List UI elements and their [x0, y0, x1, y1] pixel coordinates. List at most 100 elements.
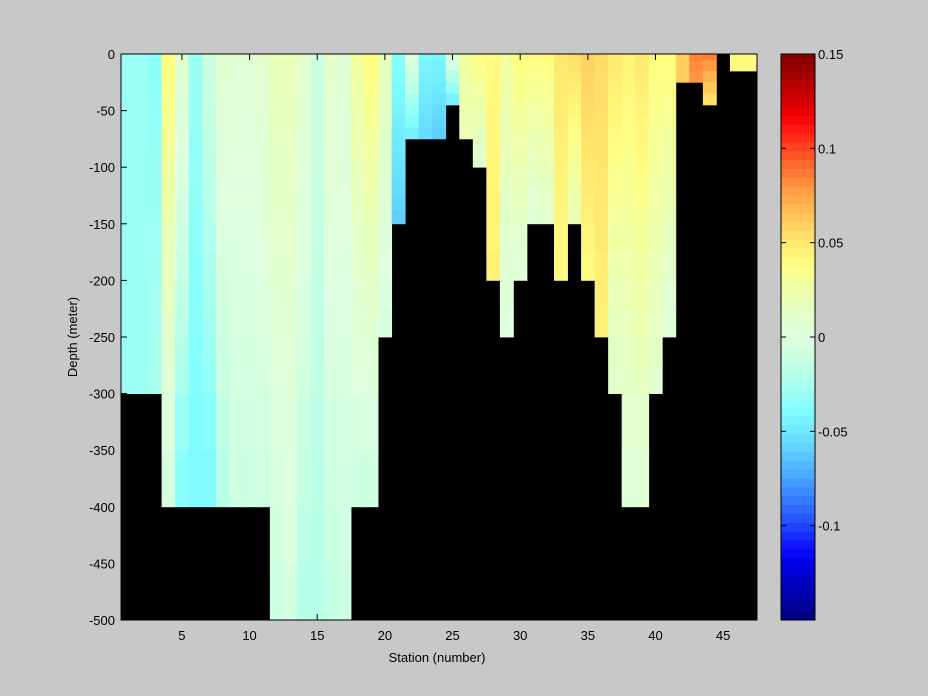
- heatmap-cells: [121, 54, 758, 621]
- colorbar-band: [781, 142, 815, 152]
- heatmap-cell: [121, 153, 135, 168]
- heatmap-cell: [242, 59, 257, 72]
- heatmap-cell: [351, 167, 365, 182]
- heatmap-cell: [635, 450, 650, 508]
- heatmap-cell: [608, 308, 623, 338]
- heatmap-cell: [323, 138, 338, 154]
- heatmap-cell: [202, 70, 217, 83]
- heatmap-cell: [594, 138, 609, 154]
- heatmap-cell: [648, 167, 663, 182]
- heatmap-cell: [242, 393, 257, 451]
- heatmap-cell: [215, 127, 230, 140]
- heatmap-cell: [296, 70, 311, 83]
- heatmap-cell: [648, 138, 663, 154]
- heatmap-cell: [581, 181, 596, 196]
- heatmap-cell: [662, 104, 677, 117]
- heatmap-cell: [269, 70, 284, 83]
- heatmap-cell: [121, 54, 135, 61]
- heatmap-cell: [351, 252, 365, 281]
- heatmap-cell: [540, 104, 555, 117]
- heatmap-cell: [540, 59, 555, 72]
- heatmap-cell: [269, 116, 284, 128]
- heatmap-cell: [621, 223, 636, 253]
- heatmap-cell: [594, 54, 609, 61]
- heatmap-cell: [418, 104, 433, 117]
- heatmap-cell: [635, 181, 650, 196]
- heatmap-cell: [635, 280, 650, 310]
- heatmap-cell: [351, 209, 365, 225]
- y-tick-label: -450: [89, 556, 115, 571]
- heatmap-cell: [337, 223, 352, 253]
- heatmap-cell: [418, 93, 433, 106]
- heatmap-cell: [296, 116, 311, 128]
- heatmap-cell: [215, 252, 230, 281]
- heatmap-cell: [337, 167, 352, 182]
- heatmap-cell: [175, 337, 190, 366]
- heatmap-cell: [513, 70, 528, 83]
- heatmap-cell: [472, 59, 487, 72]
- heatmap-cell: [513, 252, 528, 281]
- heatmap-cell: [621, 337, 636, 366]
- heatmap-cell: [134, 252, 149, 281]
- heatmap-cell: [229, 127, 244, 140]
- heatmap-cell: [337, 337, 352, 366]
- colorbar-tick-label: 0: [818, 330, 825, 345]
- heatmap-cell: [229, 167, 244, 182]
- heatmap-cell: [729, 54, 744, 61]
- heatmap-cell: [148, 167, 162, 182]
- heatmap-cell: [256, 209, 271, 225]
- heatmap-cell: [351, 59, 365, 72]
- heatmap-cell: [364, 280, 379, 310]
- heatmap-cell: [229, 280, 244, 310]
- heatmap-cell: [405, 116, 420, 128]
- heatmap-cell: [648, 59, 663, 72]
- heatmap-cell: [472, 138, 487, 154]
- heatmap-cell: [256, 82, 271, 95]
- heatmap-cell: [121, 59, 135, 72]
- heatmap-cell: [188, 450, 203, 508]
- heatmap-cell: [635, 167, 650, 182]
- heatmap-cell: [499, 70, 514, 83]
- heatmap-cell: [526, 127, 541, 140]
- heatmap-cell: [121, 70, 135, 83]
- heatmap-cell: [608, 223, 623, 253]
- heatmap-cell: [581, 127, 596, 140]
- heatmap-cell: [215, 59, 230, 72]
- heatmap-cell: [296, 167, 311, 182]
- heatmap-cell: [351, 365, 365, 394]
- heatmap-cell: [269, 365, 284, 394]
- heatmap-cell: [581, 93, 596, 106]
- heatmap-cell: [499, 54, 514, 61]
- heatmap-cell: [689, 59, 704, 72]
- heatmap-cell: [269, 337, 284, 366]
- x-axis-label: Station (number): [389, 650, 486, 665]
- heatmap-cell: [310, 153, 325, 168]
- heatmap-cell: [256, 195, 271, 211]
- heatmap-cell: [662, 93, 677, 106]
- heatmap-cell: [459, 54, 474, 61]
- heatmap-cell: [648, 116, 663, 128]
- colorbar-band: [781, 257, 815, 267]
- heatmap-cell: [229, 93, 244, 106]
- heatmap-cell: [188, 223, 203, 253]
- heatmap-cell: [202, 209, 217, 225]
- heatmap-cell: [296, 365, 311, 394]
- heatmap-cell: [567, 195, 582, 211]
- heatmap-cell: [499, 280, 514, 310]
- heatmap-cell: [486, 116, 501, 128]
- heatmap-cell: [215, 308, 230, 338]
- heatmap-cell: [242, 104, 257, 117]
- colorbar-band: [781, 354, 815, 364]
- heatmap-cell: [283, 138, 298, 154]
- heatmap-cell: [635, 59, 650, 72]
- heatmap-cell: [621, 153, 636, 168]
- heatmap-cell: [337, 70, 352, 83]
- heatmap-cell: [283, 280, 298, 310]
- heatmap-cell: [729, 59, 744, 72]
- heatmap-cell: [581, 167, 596, 182]
- heatmap-cell: [161, 127, 176, 140]
- heatmap-cell: [662, 209, 677, 225]
- heatmap-cell: [594, 209, 609, 225]
- x-tick-label: 40: [648, 628, 662, 643]
- heatmap-cell: [310, 280, 325, 310]
